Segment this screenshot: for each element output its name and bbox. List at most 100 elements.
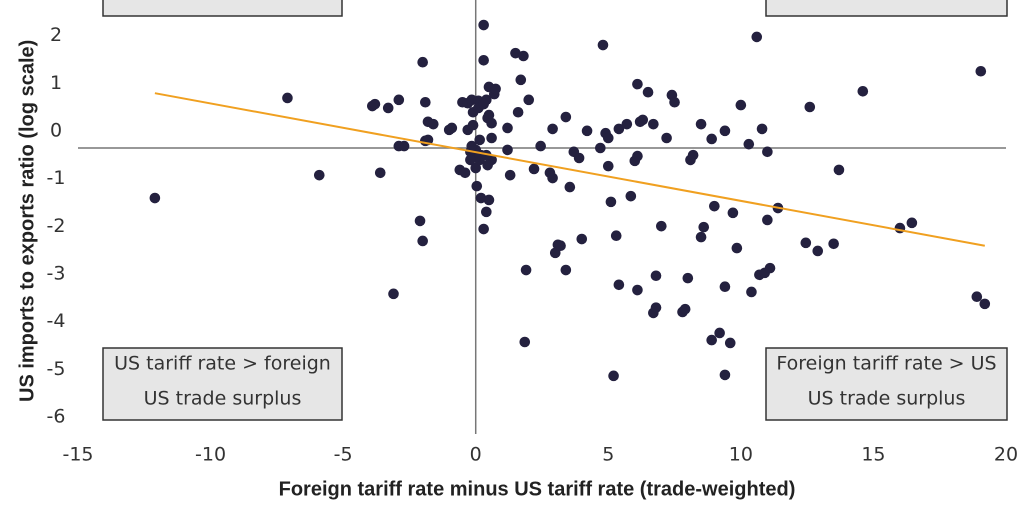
point bbox=[648, 118, 659, 130]
point bbox=[555, 240, 566, 252]
point bbox=[486, 132, 497, 144]
point bbox=[695, 118, 707, 130]
point bbox=[393, 94, 405, 106]
point bbox=[812, 245, 824, 257]
point bbox=[709, 200, 720, 212]
point bbox=[398, 140, 410, 152]
point bbox=[602, 160, 614, 172]
point bbox=[751, 31, 763, 43]
x-tick-label: -10 bbox=[195, 444, 226, 466]
point bbox=[515, 74, 527, 86]
point bbox=[573, 152, 585, 164]
point bbox=[523, 94, 535, 106]
point bbox=[731, 242, 743, 254]
annotation-text: US trade deficit bbox=[813, 0, 961, 5]
point bbox=[613, 279, 625, 291]
annotation-box bbox=[102, 0, 343, 17]
annotation-text: US tariff rate > foreign bbox=[114, 353, 331, 375]
x-axis-label: Foreign tariff rate minus US tariff rate… bbox=[279, 478, 796, 500]
point bbox=[719, 125, 731, 137]
point bbox=[535, 140, 546, 152]
point bbox=[608, 370, 619, 382]
point bbox=[467, 119, 479, 131]
point bbox=[576, 233, 588, 245]
y-tick-label: 0 bbox=[50, 120, 62, 142]
annotation-box bbox=[765, 347, 1008, 421]
point bbox=[602, 132, 614, 144]
point bbox=[446, 122, 458, 134]
point bbox=[475, 192, 487, 204]
annotation-text: Foreign tariff rate > US bbox=[776, 353, 996, 375]
point bbox=[369, 98, 381, 110]
y-tick-label: -1 bbox=[47, 167, 66, 189]
point bbox=[520, 264, 532, 276]
point bbox=[417, 56, 428, 68]
y-axis-label: US imports to exports ratio (log scale) bbox=[16, 40, 38, 402]
point bbox=[743, 138, 755, 150]
x-tick-label: 10 bbox=[729, 444, 753, 466]
point bbox=[650, 270, 662, 282]
point bbox=[706, 133, 717, 145]
point bbox=[650, 302, 662, 313]
point bbox=[724, 337, 736, 349]
point bbox=[483, 109, 495, 121]
point bbox=[679, 303, 691, 315]
point bbox=[519, 336, 531, 348]
point bbox=[388, 288, 399, 300]
point bbox=[857, 85, 869, 97]
annotation-text: US trade surplus bbox=[808, 388, 966, 410]
point bbox=[478, 98, 489, 110]
point bbox=[632, 150, 643, 162]
annotation-text: US trade surplus bbox=[144, 388, 302, 410]
point bbox=[833, 164, 845, 176]
y-tick-label: -2 bbox=[47, 215, 66, 237]
point bbox=[504, 169, 516, 181]
point bbox=[605, 196, 617, 208]
point bbox=[746, 286, 757, 298]
point bbox=[547, 172, 558, 184]
point bbox=[632, 284, 643, 296]
point bbox=[282, 92, 293, 104]
point bbox=[735, 99, 747, 111]
point bbox=[975, 65, 987, 77]
point bbox=[427, 118, 439, 130]
point bbox=[560, 264, 572, 276]
point bbox=[762, 214, 773, 226]
point bbox=[481, 206, 492, 218]
point bbox=[669, 96, 680, 108]
point bbox=[714, 327, 725, 339]
point bbox=[625, 190, 637, 202]
point bbox=[762, 146, 773, 158]
point bbox=[800, 237, 812, 249]
point bbox=[687, 149, 699, 161]
point bbox=[632, 78, 643, 90]
point bbox=[595, 142, 606, 154]
point bbox=[695, 231, 707, 243]
x-tick-label: 15 bbox=[861, 444, 885, 466]
point bbox=[581, 125, 593, 137]
point bbox=[971, 291, 983, 303]
y-tick-label: 2 bbox=[50, 24, 62, 46]
point bbox=[727, 207, 739, 219]
point bbox=[414, 215, 426, 227]
point bbox=[518, 50, 529, 62]
point bbox=[482, 159, 493, 171]
x-tick-label: 0 bbox=[470, 444, 482, 466]
point bbox=[470, 162, 482, 174]
x-tick-label: -15 bbox=[62, 444, 93, 466]
point bbox=[979, 298, 991, 310]
annotation-text: US trade deficit bbox=[149, 0, 297, 5]
point bbox=[613, 123, 625, 135]
point bbox=[756, 123, 768, 135]
y-tick-label: 1 bbox=[50, 72, 62, 94]
point bbox=[481, 149, 492, 161]
point bbox=[528, 163, 540, 175]
point bbox=[490, 83, 501, 95]
point bbox=[474, 134, 485, 146]
point bbox=[512, 106, 524, 118]
point bbox=[610, 230, 622, 242]
point bbox=[698, 221, 710, 233]
point bbox=[719, 369, 731, 381]
